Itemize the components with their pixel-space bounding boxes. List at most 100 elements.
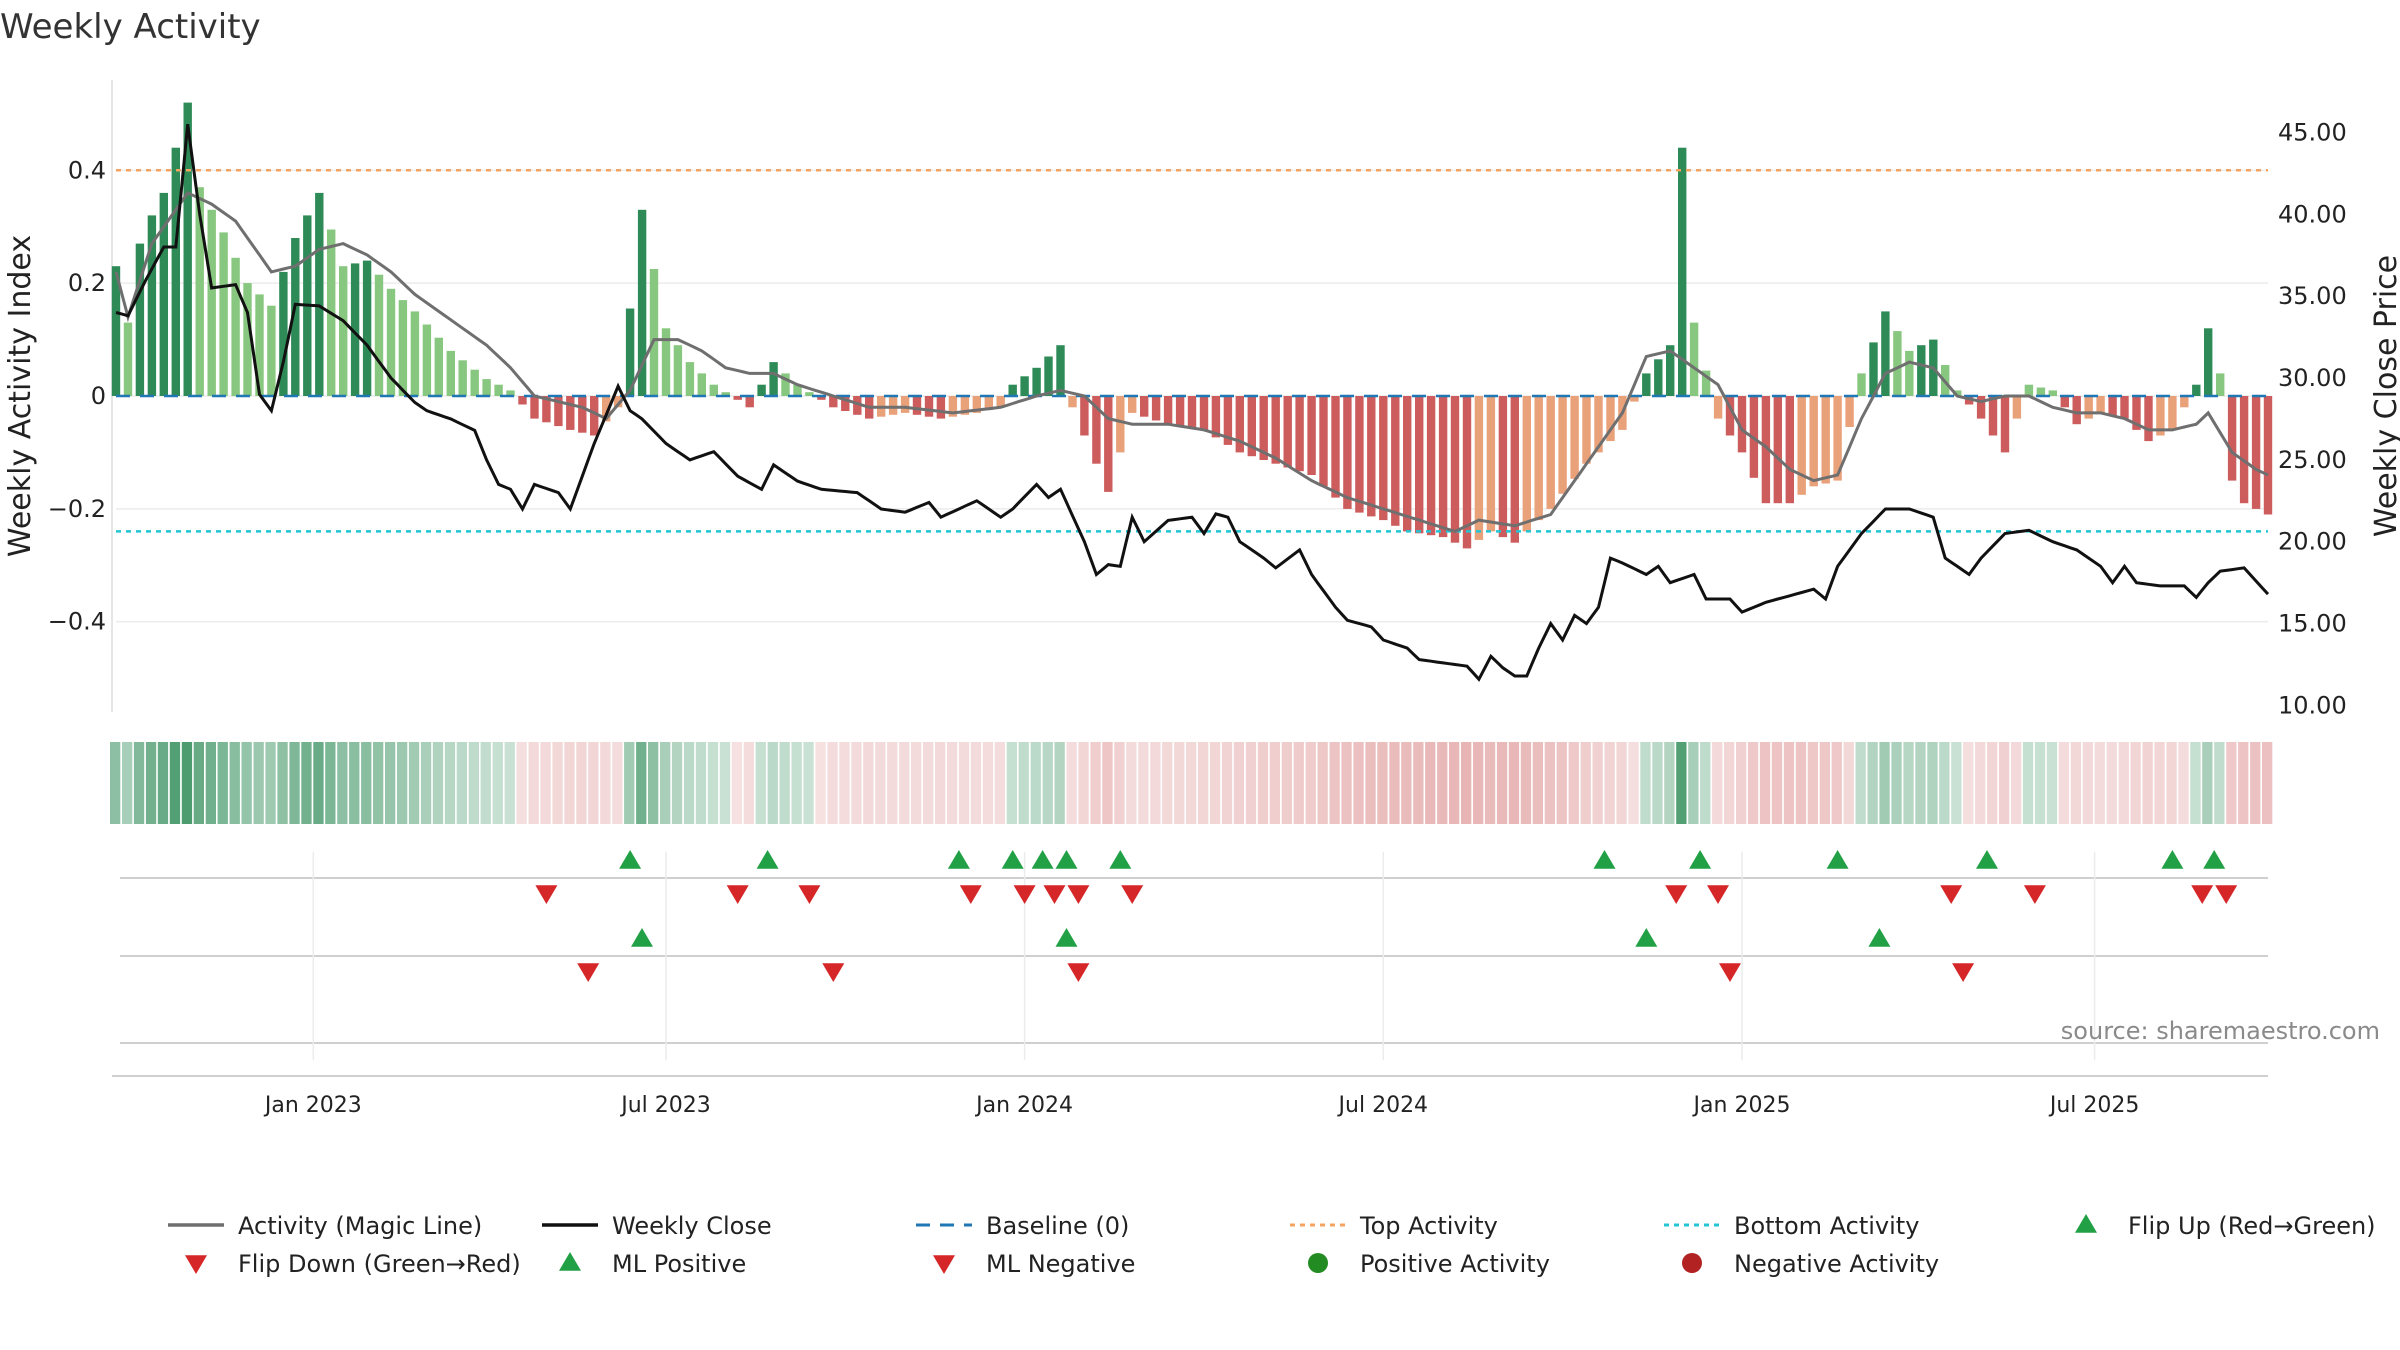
heat-cell [1281,742,1292,824]
activity-bar [1474,396,1484,540]
left-tick-label: 0 [91,382,106,410]
flip-down-marker [2023,885,2046,904]
activity-bar [530,396,539,419]
activity-bar [1044,356,1053,396]
flip-up-marker [2161,850,2184,869]
heat-cell [1879,742,1890,824]
heat-cell [1174,742,1185,824]
activity-bar [685,362,695,396]
activity-bar [578,396,587,433]
activity-bar [1988,396,1998,436]
activity-bar [1367,396,1376,517]
heat-cell [576,742,587,824]
heat-cell [373,742,384,824]
heat-cell [588,742,599,824]
legend-swatch [1308,1253,1328,1273]
activity-bars [111,102,2273,549]
heat-cell [1293,742,1304,824]
heat-cell [444,742,456,824]
activity-bar [829,396,838,408]
heat-cell [1556,742,1567,824]
heat-cell [695,742,707,824]
activity-bar [996,396,1005,408]
activity-bar [1809,396,1818,487]
heat-cell [217,742,228,824]
activity-bar [1008,384,1017,396]
right-tick-label: 40.00 [2278,200,2347,228]
heat-cell [1317,742,1328,824]
heat-cell [480,742,491,824]
right-tick-label: 35.00 [2278,282,2347,310]
heat-cell [1389,742,1400,824]
activity-bar [709,384,718,396]
activity-bar [2144,396,2153,442]
ml-positive-marker [631,928,653,947]
ml-negative-marker [1067,963,1090,982]
heat-cell [1867,742,1878,824]
x-tick-label: Jul 2024 [1337,1093,1429,1118]
activity-bar [2060,396,2069,408]
legend-item: ML Negative [933,1250,1135,1278]
ml-negative-marker [822,963,845,982]
activity-bar [2084,396,2093,419]
legend-swatch [559,1252,581,1271]
activity-bar [1068,396,1077,408]
activity-bar [1642,373,1651,396]
x-tick-label: Jul 2025 [2048,1093,2140,1118]
heat-cell [946,742,958,824]
activity-bar [1498,396,1508,538]
chart-title: Weekly Activity [0,7,261,47]
x-tick-label: Jan 2024 [974,1093,1073,1118]
activity-bar [1331,396,1340,498]
activity-bar [1701,370,1711,396]
activity-bar [183,102,192,396]
flip-up-marker [1689,850,1712,869]
flip-down-marker [1043,885,1066,904]
activity-bar [1630,396,1639,402]
activity-bar [2000,396,2010,453]
activity-heat-strip [110,742,2273,824]
activity-bar [518,396,527,405]
legend-item: Weekly Close [542,1212,772,1240]
heat-cell [1054,742,1065,824]
flip-down-marker [1067,885,1090,904]
flip-down-marker [959,885,982,904]
heat-cell [133,742,145,824]
activity-bar [1080,396,1089,436]
activity-bar [649,269,659,396]
activity-bar [1271,396,1280,464]
activity-bar [2192,384,2201,396]
flip-down-marker [1940,885,1963,904]
right-tick-label: 45.00 [2278,118,2347,146]
heat-cell [648,742,659,824]
x-axis-ticks: Jan 2023 Jul 2023 Jan 2024 Jul 2024 Jan 2025… [263,1093,2140,1118]
heat-cell [1508,742,1520,824]
heat-cell [899,742,910,824]
heat-cell [1102,742,1113,824]
ml-negative-marker [1719,963,1741,982]
activity-bar [888,396,898,415]
heat-cell [1484,742,1496,824]
heat-cell [2022,742,2034,824]
heat-cell [1843,742,1854,824]
flip-up-marker [1109,850,1132,869]
activity-bar [195,187,204,396]
activity-bar [398,300,408,396]
activity-bar [1737,396,1747,453]
heat-cell [397,742,408,824]
heat-cell [2214,742,2225,824]
reference-lines [116,169,2268,533]
heat-cell [337,742,348,824]
activity-bar [135,243,145,396]
activity-bar [960,396,970,415]
activity-bar [1689,322,1699,396]
heat-cell [122,742,133,824]
heat-cell [1209,742,1221,824]
activity-bar [1235,396,1244,453]
flip-up-marker [756,850,779,869]
heat-cell [958,742,970,824]
magic-line-series [114,191,2269,534]
heat-cell [552,742,563,824]
heat-cell [1568,742,1579,824]
main-panel: 0.4 0.2 0 −0.2 −0.4 45.00 40.00 35.00 30.00 25.0… [3,80,2400,720]
